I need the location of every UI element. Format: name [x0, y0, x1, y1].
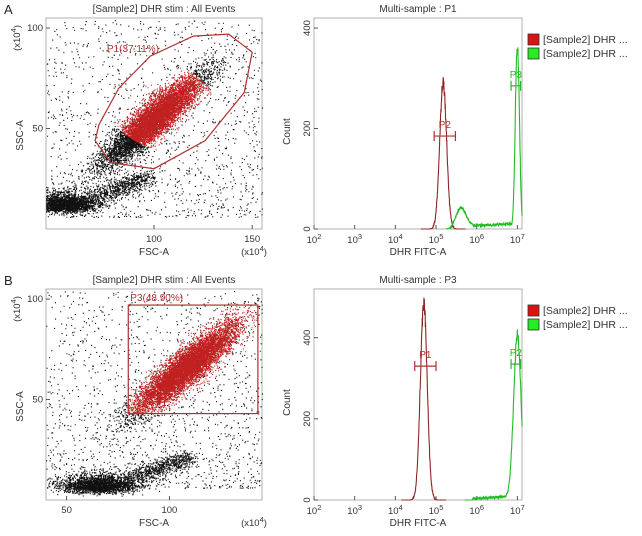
A-scatter-x-tick-label: 150 — [244, 234, 260, 245]
B-scatter-title: [Sample2] DHR stim : All Events — [93, 275, 236, 286]
B-histogram-title: Multi-sample : P3 — [379, 275, 457, 286]
B-histogram-legend: [Sample2] DHR ... [Sample2] DHR ... — [527, 304, 628, 331]
A-scatter-y-label: SSC-A — [15, 120, 26, 151]
A-histogram-x-tick-label: 103 — [347, 232, 362, 246]
B-scatter-x-tick-label: 100 — [161, 505, 177, 516]
B-histogram-x-label: DHR FITC-A — [390, 518, 447, 529]
B-histogram-marker-p2: P2 — [510, 348, 523, 370]
A-histogram-x-tick-label: 104 — [388, 232, 403, 246]
B-scatter-chart: [Sample2] DHR stim : All Events FSC-A SSC-… — [9, 275, 267, 529]
A-histogram-marker-label: P3 — [510, 70, 523, 81]
B-scatter-gate-label: P3(48.90%) — [130, 293, 183, 304]
B-histogram-marker-p1: P1 — [414, 350, 437, 372]
A-histogram-x-tick-label: 107 — [510, 232, 525, 246]
A-histogram-x-tick-label: 102 — [307, 232, 322, 246]
A-histogram-marker-p2: P2 — [433, 120, 457, 142]
B-scatter-gate-rectangle — [127, 304, 259, 415]
A-scatter-title: [Sample2] DHR stim : All Events — [93, 4, 236, 15]
A-scatter-gate-label: P1(37.11%) — [107, 44, 159, 55]
A-scatter-chart: [Sample2] DHR stim : All Events FSC-A SSC-… — [9, 4, 267, 258]
B-scatter-events-outside-gate — [46, 291, 263, 497]
B-histogram-legend-entry: [Sample2] DHR ... — [543, 319, 628, 331]
A-scatter-events-outside-gate — [46, 20, 264, 218]
B-histogram-y-label: Count — [282, 389, 293, 416]
A-histogram-chart: Multi-sample : P1 DHR FITC-A Count 102 103 10… — [282, 4, 628, 258]
B-histogram-plot-frame — [313, 288, 523, 501]
A-histogram-y-tick-label: 200 — [302, 121, 313, 137]
B-scatter-y-label: SSC-A — [15, 391, 26, 422]
B-scatter-y-unit: (x104) — [9, 296, 23, 322]
A-histogram-marker-p3: P3 — [510, 70, 523, 91]
B-histogram-x-tick-label: 103 — [347, 503, 362, 517]
B-scatter-x-unit: (x104) — [241, 515, 267, 529]
B-histogram-series-red-curve — [401, 297, 447, 501]
A-histogram-legend-swatch — [527, 33, 540, 46]
A-histogram-marker-label: P2 — [439, 120, 452, 131]
A-scatter-gate-polygon — [94, 33, 253, 170]
B-histogram-legend-entry: [Sample2] DHR ... — [543, 305, 628, 317]
A-histogram-x-tick-label: 105 — [429, 232, 444, 246]
A-histogram-legend-swatch — [527, 47, 540, 60]
A-scatter-events — [46, 20, 264, 218]
B-scatter-events-in-gate — [128, 306, 259, 415]
B-histogram-marker-label: P1 — [419, 350, 432, 361]
B-histogram-x-tick-label: 107 — [510, 503, 525, 517]
B-histogram-x-tick-label: 106 — [469, 503, 484, 517]
B-histogram-y-tick-label: 400 — [302, 330, 313, 346]
A-histogram-series-green-curve — [446, 47, 523, 230]
panel-letter-a: A — [4, 2, 13, 17]
B-histogram-legend-swatch — [527, 304, 540, 317]
B-histogram-marker-label: P2 — [510, 348, 523, 359]
A-scatter-x-unit: (x104) — [241, 244, 267, 258]
B-histogram-y-tick-label: 0 — [302, 497, 313, 502]
A-scatter-events-in-gate — [113, 67, 212, 151]
A-histogram-legend-entry: [Sample2] DHR ... — [543, 34, 628, 46]
B-scatter-events — [46, 291, 263, 497]
B-scatter-x-tick-label: 50 — [61, 505, 72, 516]
A-scatter-x-label: FSC-A — [139, 247, 169, 258]
A-histogram-plot-frame — [313, 17, 523, 230]
A-histogram-y-tick-label: 0 — [302, 226, 313, 231]
A-scatter-y-unit: (x104) — [9, 25, 23, 51]
A-histogram-x-label: DHR FITC-A — [390, 247, 447, 258]
A-histogram-legend: [Sample2] DHR ... [Sample2] DHR ... — [527, 33, 628, 60]
B-histogram-chart: Multi-sample : P3 DHR FITC-A Count 102 103 10… — [282, 275, 628, 529]
A-histogram-y-label: Count — [282, 118, 293, 145]
B-histogram-x-tick-label: 104 — [388, 503, 403, 517]
A-histogram-title: Multi-sample : P1 — [379, 4, 457, 15]
A-scatter-x-tick-label: 100 — [146, 234, 162, 245]
panel-letter-b: B — [4, 273, 13, 288]
A-histogram-series-red-curve — [420, 76, 466, 230]
A-histogram-y-tick-label: 400 — [302, 20, 313, 36]
B-histogram-x-tick-label: 102 — [307, 503, 322, 517]
A-scatter-y-tick-label: 50 — [32, 124, 43, 135]
A-scatter-y-tick-label: 100 — [27, 23, 43, 34]
B-histogram-legend-swatch — [527, 318, 540, 331]
A-histogram-x-tick-label: 106 — [469, 232, 484, 246]
B-scatter-x-label: FSC-A — [139, 518, 169, 529]
B-histogram-x-tick-label: 105 — [429, 503, 444, 517]
B-histogram-series-green-curve — [464, 329, 523, 502]
B-scatter-y-tick-label: 50 — [32, 395, 43, 406]
B-scatter-y-tick-label: 100 — [27, 294, 43, 305]
B-histogram-y-tick-label: 200 — [302, 411, 313, 427]
A-histogram-legend-entry: [Sample2] DHR ... — [543, 48, 628, 60]
